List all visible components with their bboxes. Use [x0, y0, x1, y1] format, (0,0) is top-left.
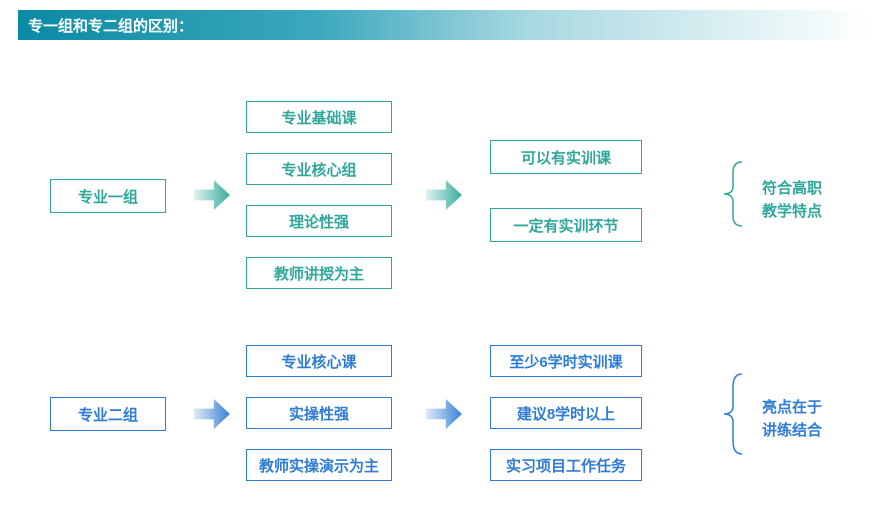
- box-label: 专业核心课: [281, 351, 356, 372]
- section-header: 专一组和专二组的区别：: [18, 10, 870, 40]
- group2-source-label: 专业二组: [78, 404, 138, 425]
- summary-line1: 亮点在于: [762, 399, 822, 416]
- group1-col1-item: 专业核心组: [246, 153, 392, 185]
- summary-line2: 教学特点: [762, 203, 822, 220]
- summary-line2: 讲练结合: [762, 422, 822, 439]
- group2-col2-item: 建议8学时以上: [490, 397, 642, 429]
- group2-col1-item: 教师实操演示为主: [246, 449, 392, 481]
- brace-left-icon: [720, 372, 746, 456]
- box-label: 实习项目工作任务: [506, 455, 626, 476]
- box-label: 可以有实训课: [521, 147, 611, 168]
- group1-col1-item: 理论性强: [246, 205, 392, 237]
- group1-source-box: 专业一组: [50, 179, 166, 213]
- group1-col2-item: 一定有实训环节: [490, 208, 642, 242]
- arrow-right-icon: [194, 180, 230, 210]
- summary-line1: 符合高职: [762, 180, 822, 197]
- group2-col1-item: 专业核心课: [246, 345, 392, 377]
- group1-summary: 符合高职 教学特点: [762, 178, 822, 223]
- group2-col1-item: 实操性强: [246, 397, 392, 429]
- header-title: 专一组和专二组的区别：: [18, 15, 193, 36]
- arrow-right-icon: [426, 399, 462, 429]
- box-label: 一定有实训环节: [513, 215, 618, 236]
- box-label: 教师实操演示为主: [259, 455, 379, 476]
- group1-col2-item: 可以有实训课: [490, 140, 642, 174]
- group2-summary: 亮点在于 讲练结合: [762, 397, 822, 442]
- box-label: 专业基础课: [281, 107, 356, 128]
- arrow-right-icon: [194, 399, 230, 429]
- box-label: 至少6学时实训课: [509, 351, 622, 372]
- box-label: 教师讲授为主: [274, 263, 364, 284]
- brace-left-icon: [720, 160, 746, 228]
- group2-col2-item: 至少6学时实训课: [490, 345, 642, 377]
- group2-source-box: 专业二组: [50, 397, 166, 431]
- box-label: 建议8学时以上: [517, 403, 615, 424]
- group1-col1-item: 教师讲授为主: [246, 257, 392, 289]
- group1-col1-item: 专业基础课: [246, 101, 392, 133]
- box-label: 理论性强: [289, 211, 349, 232]
- box-label: 实操性强: [289, 403, 349, 424]
- group2-col2-item: 实习项目工作任务: [490, 449, 642, 481]
- arrow-right-icon: [426, 180, 462, 210]
- group1-source-label: 专业一组: [78, 186, 138, 207]
- box-label: 专业核心组: [281, 159, 356, 180]
